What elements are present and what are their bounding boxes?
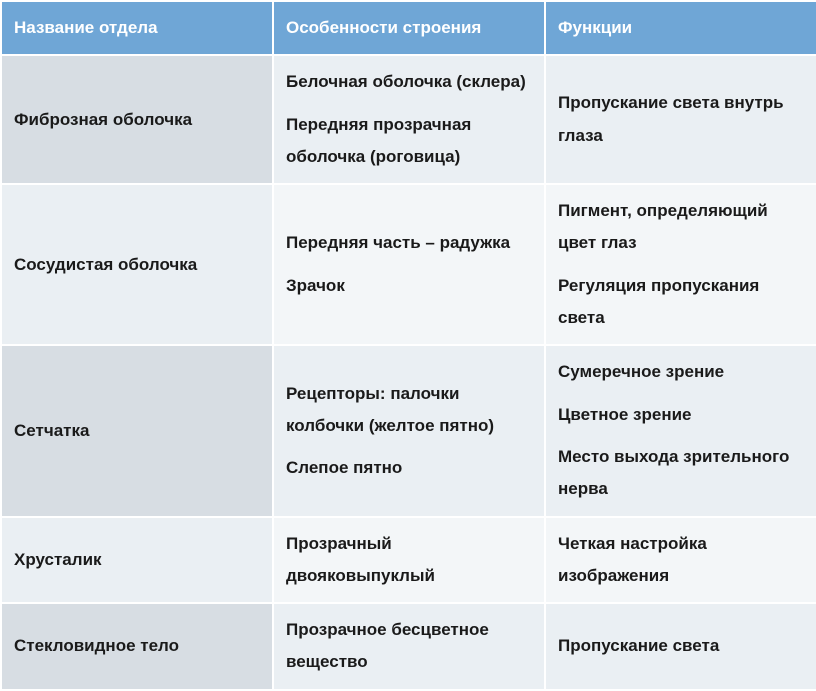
table-cell: Сосудистая оболочка xyxy=(1,184,273,345)
cell-line: Зрачок xyxy=(286,270,532,302)
table-body: Фиброзная оболочка Белочная оболочка (скл… xyxy=(1,55,816,689)
table-cell: Хрусталик xyxy=(1,517,273,604)
col-header-name: Название отдела xyxy=(1,1,273,55)
table-cell: Четкая настройка изображения xyxy=(545,517,816,604)
cell-line: Передняя прозрачная оболочка (роговица) xyxy=(286,109,532,174)
cell-line: Сосудистая оболочка xyxy=(14,249,260,281)
cell-line: Цветное зрение xyxy=(558,399,804,431)
eye-structure-table: Название отдела Особенности строения Фун… xyxy=(0,0,816,691)
table-cell: Передняя часть – радужка Зрачок xyxy=(273,184,545,345)
cell-line: Пропускание света xyxy=(558,630,804,662)
cell-line: Стекловидное тело xyxy=(14,630,260,662)
table-cell: Фиброзная оболочка xyxy=(1,55,273,184)
table-cell: Стекловидное тело xyxy=(1,603,273,690)
cell-line: Пропускание света внутрь глаза xyxy=(558,87,804,152)
table-cell: Прозрачное бесцветное вещество xyxy=(273,603,545,690)
cell-line: Место выхода зрительного нерва xyxy=(558,441,804,506)
table-cell: Пигмент, определяющий цвет глаз Регуляция… xyxy=(545,184,816,345)
table-cell: Сумеречное зрение Цветное зрение Место вых… xyxy=(545,345,816,516)
cell-line: Пигмент, определяющий цвет глаз xyxy=(558,195,804,260)
table-cell: Сетчатка xyxy=(1,345,273,516)
cell-line: Прозрачное бесцветное вещество xyxy=(286,614,532,679)
table-cell: Рецепторы: палочки колбочки (желтое пятн… xyxy=(273,345,545,516)
cell-line: Сетчатка xyxy=(14,415,260,447)
table-row: Хрусталик Прозрачный двояковыпуклый Четкая… xyxy=(1,517,816,604)
cell-line: Сумеречное зрение xyxy=(558,356,804,388)
cell-line: Четкая настройка изображения xyxy=(558,528,804,593)
table-cell: Прозрачный двояковыпуклый xyxy=(273,517,545,604)
cell-line: Передняя часть – радужка xyxy=(286,227,532,259)
cell-line: Регуляция пропускания света xyxy=(558,270,804,335)
cell-line: Прозрачный двояковыпуклый xyxy=(286,528,532,593)
table-row: Фиброзная оболочка Белочная оболочка (скл… xyxy=(1,55,816,184)
table-row: Сосудистая оболочка Передняя часть – раду… xyxy=(1,184,816,345)
table-cell: Пропускание света внутрь глаза xyxy=(545,55,816,184)
cell-line: Фиброзная оболочка xyxy=(14,104,260,136)
table-cell: Пропускание света xyxy=(545,603,816,690)
table-cell: Белочная оболочка (склера) Передняя прозр… xyxy=(273,55,545,184)
cell-line: Рецепторы: палочки колбочки (желтое пятн… xyxy=(286,378,532,443)
cell-line: Белочная оболочка (склера) xyxy=(286,66,532,98)
table-row: Сетчатка Рецепторы: палочки колбочки (жел… xyxy=(1,345,816,516)
table-row: Стекловидное тело Прозрачное бесцветное в… xyxy=(1,603,816,690)
col-header-functions: Функции xyxy=(545,1,816,55)
col-header-features: Особенности строения xyxy=(273,1,545,55)
table-header-row: Название отдела Особенности строения Фун… xyxy=(1,1,816,55)
cell-line: Слепое пятно xyxy=(286,452,532,484)
cell-line: Хрусталик xyxy=(14,544,260,576)
